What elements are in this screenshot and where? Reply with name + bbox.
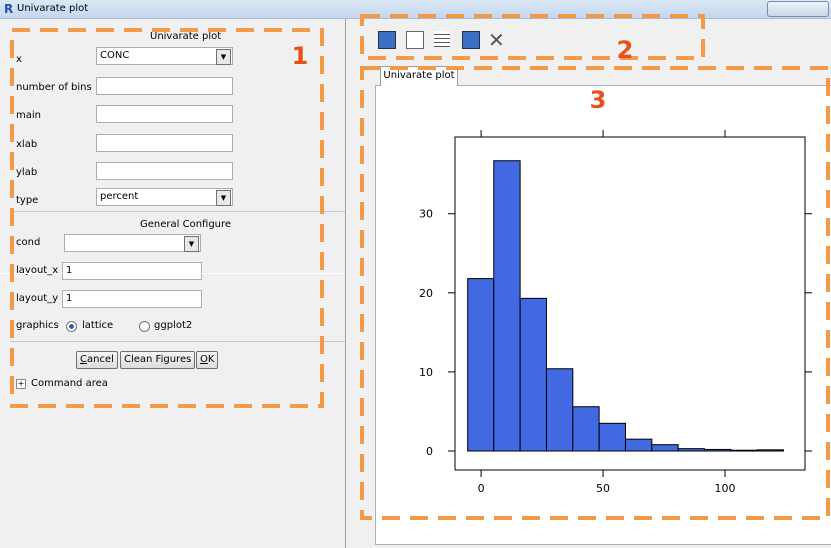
x-tick-label: 50 [596,482,610,495]
field-label: layout_y [16,293,59,304]
text-input[interactable] [96,162,233,180]
field-label: type [16,195,39,206]
form-heading: Univarate plot [150,31,222,42]
field-label: cond [16,237,41,248]
annotation-label: 3 [590,86,607,114]
close-icon[interactable]: ✕ [488,28,505,52]
y-tick-label: 20 [419,287,433,300]
x-tick-label: 0 [478,482,485,495]
radio[interactable] [66,321,77,332]
text-input[interactable] [96,105,233,123]
bar [704,448,732,452]
bar [756,449,785,452]
annotation-label: 1 [292,42,309,70]
bar [598,422,626,452]
radio-label: lattice [82,320,114,331]
field-label: ylab [16,167,38,178]
separator [0,273,345,274]
dropdown[interactable]: percent [96,188,233,206]
x-tick-label: 100 [715,482,736,495]
plot-icon[interactable] [406,31,424,49]
field-label: main [16,110,41,121]
bar [730,449,758,452]
field-label: number of bins [16,82,92,93]
text-input[interactable]: 1 [62,262,202,280]
text-input[interactable] [96,134,233,152]
command-area-label[interactable]: Command area [31,378,108,389]
y-tick-label: 30 [419,208,433,221]
bar [467,278,495,452]
text-input[interactable]: 1 [62,290,202,308]
text-input[interactable] [96,77,233,95]
bar [677,448,706,452]
table-icon[interactable] [434,31,450,47]
radio[interactable] [139,321,150,332]
app-icon: R [4,2,14,16]
field-label: layout_x [16,265,59,276]
save-icon[interactable] [378,31,396,49]
annotation-box [10,28,324,408]
button[interactable]: Cancel [76,351,118,369]
radio-label: ggplot2 [154,320,193,331]
button[interactable]: Clean Figures [120,351,196,369]
field-label: graphics [16,320,59,331]
separator [10,211,345,212]
annotation-box [360,66,830,520]
bar [651,444,679,452]
y-tick-label: 0 [426,445,433,458]
annotation-label: 2 [617,36,634,64]
field-label: xlab [16,139,38,150]
field-label: x [16,54,22,65]
y-tick-label: 10 [419,366,433,379]
bar [493,160,521,452]
edit-icon[interactable] [462,31,480,49]
dropdown[interactable]: CONC [96,47,233,65]
bar [519,297,547,452]
general-heading: General Configure [140,219,232,230]
separator [10,341,345,342]
button[interactable]: OK [196,351,219,369]
expander[interactable]: + [16,379,26,389]
bar [624,438,653,452]
window-buttons[interactable] [767,1,829,17]
left-panel [0,19,346,548]
plot-page [375,85,831,545]
plot-frame [454,136,806,471]
annotation-box [360,14,705,60]
bar [572,406,600,452]
window-title: Univarate plot [17,3,89,14]
bar [545,368,574,452]
dropdown[interactable] [64,234,201,252]
